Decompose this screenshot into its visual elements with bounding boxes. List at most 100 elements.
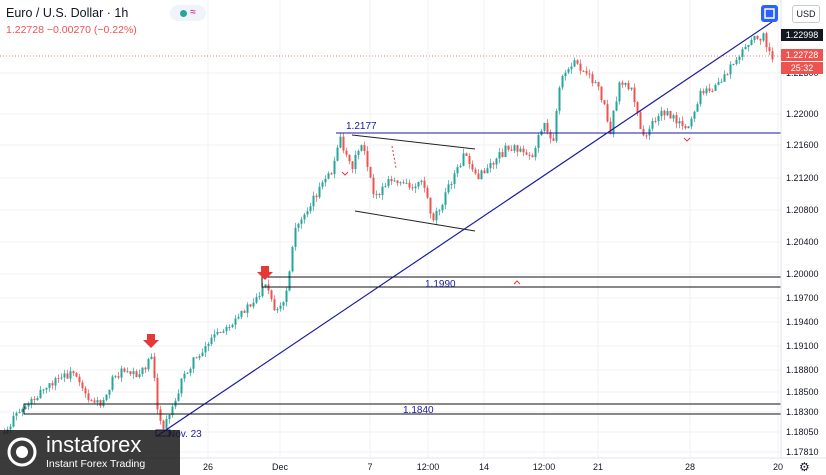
- last-price-tag: 1.22728: [781, 49, 823, 61]
- candle-body: [579, 63, 582, 71]
- candle-body: [441, 204, 444, 211]
- currency-button[interactable]: USD: [792, 5, 820, 23]
- candle-body: [588, 73, 591, 75]
- candle-body: [768, 47, 771, 52]
- candle-body: [684, 126, 687, 129]
- candle-body: [9, 426, 12, 430]
- price-label: 1.18800: [786, 365, 819, 375]
- candle-body: [261, 287, 264, 297]
- candle-body: [444, 192, 447, 205]
- candle-body: [96, 400, 99, 403]
- candle-body: [507, 145, 510, 150]
- candle-body: [693, 111, 696, 119]
- price-label: 1.20000: [786, 269, 819, 279]
- candle-body: [765, 33, 768, 48]
- candle-body: [339, 136, 342, 148]
- candle-body: [246, 304, 249, 313]
- candle-body: [360, 145, 363, 151]
- candle-body: [534, 148, 537, 158]
- price-axis[interactable]: 1.223001.220001.216001.212001.208001.204…: [786, 68, 819, 457]
- candle-body: [342, 136, 345, 151]
- candle-body: [576, 60, 579, 64]
- candle-body: [21, 408, 24, 413]
- candle-body: [417, 182, 420, 187]
- candle-body: [195, 357, 198, 359]
- candle-body: [354, 154, 357, 170]
- candle-body: [648, 128, 651, 136]
- candle-body: [357, 150, 360, 155]
- candle-body: [519, 148, 522, 152]
- time-label: 12:00: [533, 462, 556, 472]
- candle-body: [120, 368, 123, 378]
- candle-body: [465, 153, 468, 157]
- price-label: 1.22000: [786, 109, 819, 119]
- candle-body: [102, 399, 105, 406]
- candle-body: [75, 373, 78, 377]
- price-label: 1.19700: [786, 293, 819, 303]
- candle-body: [279, 305, 282, 309]
- candle-body: [156, 377, 159, 410]
- candle-body: [558, 87, 561, 111]
- candle-body: [495, 158, 498, 165]
- candle-body: [327, 173, 330, 179]
- candle-body: [108, 389, 111, 395]
- candle-body: [702, 90, 705, 94]
- candle-body: [309, 206, 312, 212]
- candle-body: [717, 82, 720, 85]
- candle-body: [210, 337, 213, 344]
- candle-body: [447, 184, 450, 193]
- candle-body: [438, 210, 441, 212]
- candle-body: [726, 74, 729, 76]
- price-label: 1.17810: [786, 447, 819, 457]
- candle-body: [384, 186, 387, 188]
- time-label: 28: [685, 462, 695, 472]
- candle-body: [723, 74, 726, 82]
- candle-body: [270, 290, 273, 300]
- candle-body: [747, 44, 750, 47]
- candle-body: [657, 116, 660, 122]
- candle-body: [153, 356, 156, 378]
- candle-body: [411, 187, 414, 189]
- symbol-title[interactable]: Euro / U.S. Dollar · 1h: [6, 6, 129, 20]
- candle-body: [510, 149, 513, 151]
- box-1-1990: [261, 276, 782, 288]
- fullscreen-button[interactable]: [761, 5, 778, 22]
- level-label-mid: 1.1990: [425, 279, 456, 290]
- candle-body: [84, 388, 87, 394]
- candle-body: [42, 389, 45, 391]
- status-pill[interactable]: ≈: [170, 5, 206, 21]
- price-label: 1.18500: [786, 387, 819, 397]
- candle-body: [594, 82, 597, 84]
- candle-body: [213, 334, 216, 338]
- candle-body: [471, 164, 474, 170]
- candle-body: [771, 51, 774, 60]
- candle-body: [165, 419, 168, 429]
- candle-body: [225, 327, 228, 332]
- candle-body: [33, 398, 36, 401]
- candle-body: [234, 318, 237, 325]
- time-axis[interactable]: 26 Dec 7 12:00 14 12:00 21 28 20: [203, 462, 783, 472]
- candle-body: [675, 115, 678, 124]
- candle-body: [135, 371, 138, 377]
- candle-body: [60, 377, 63, 379]
- candle-body: [333, 160, 336, 175]
- candle-body: [552, 138, 555, 141]
- candle-body: [399, 182, 402, 184]
- candle-body: [741, 49, 744, 57]
- countdown-tag: 25:32: [781, 62, 823, 74]
- time-label: Dec: [272, 462, 289, 472]
- drawings: [0, 21, 782, 437]
- price-label: 1.19100: [786, 341, 819, 351]
- candle-body: [573, 60, 576, 67]
- time-label: 21: [593, 462, 603, 472]
- candle-body: [123, 368, 126, 372]
- candle-body: [318, 186, 321, 198]
- candle-body: [300, 219, 303, 224]
- candle-body: [405, 182, 408, 184]
- candle-body: [345, 150, 348, 155]
- candle-body: [696, 104, 699, 112]
- symbol-quote: 1.22728 −0.00270 (−0.22%): [6, 24, 137, 36]
- settings-gear-icon[interactable]: ⚙: [799, 460, 810, 474]
- symbol-header[interactable]: Euro / U.S. Dollar · 1h 1.22728 −0.00270…: [6, 6, 137, 36]
